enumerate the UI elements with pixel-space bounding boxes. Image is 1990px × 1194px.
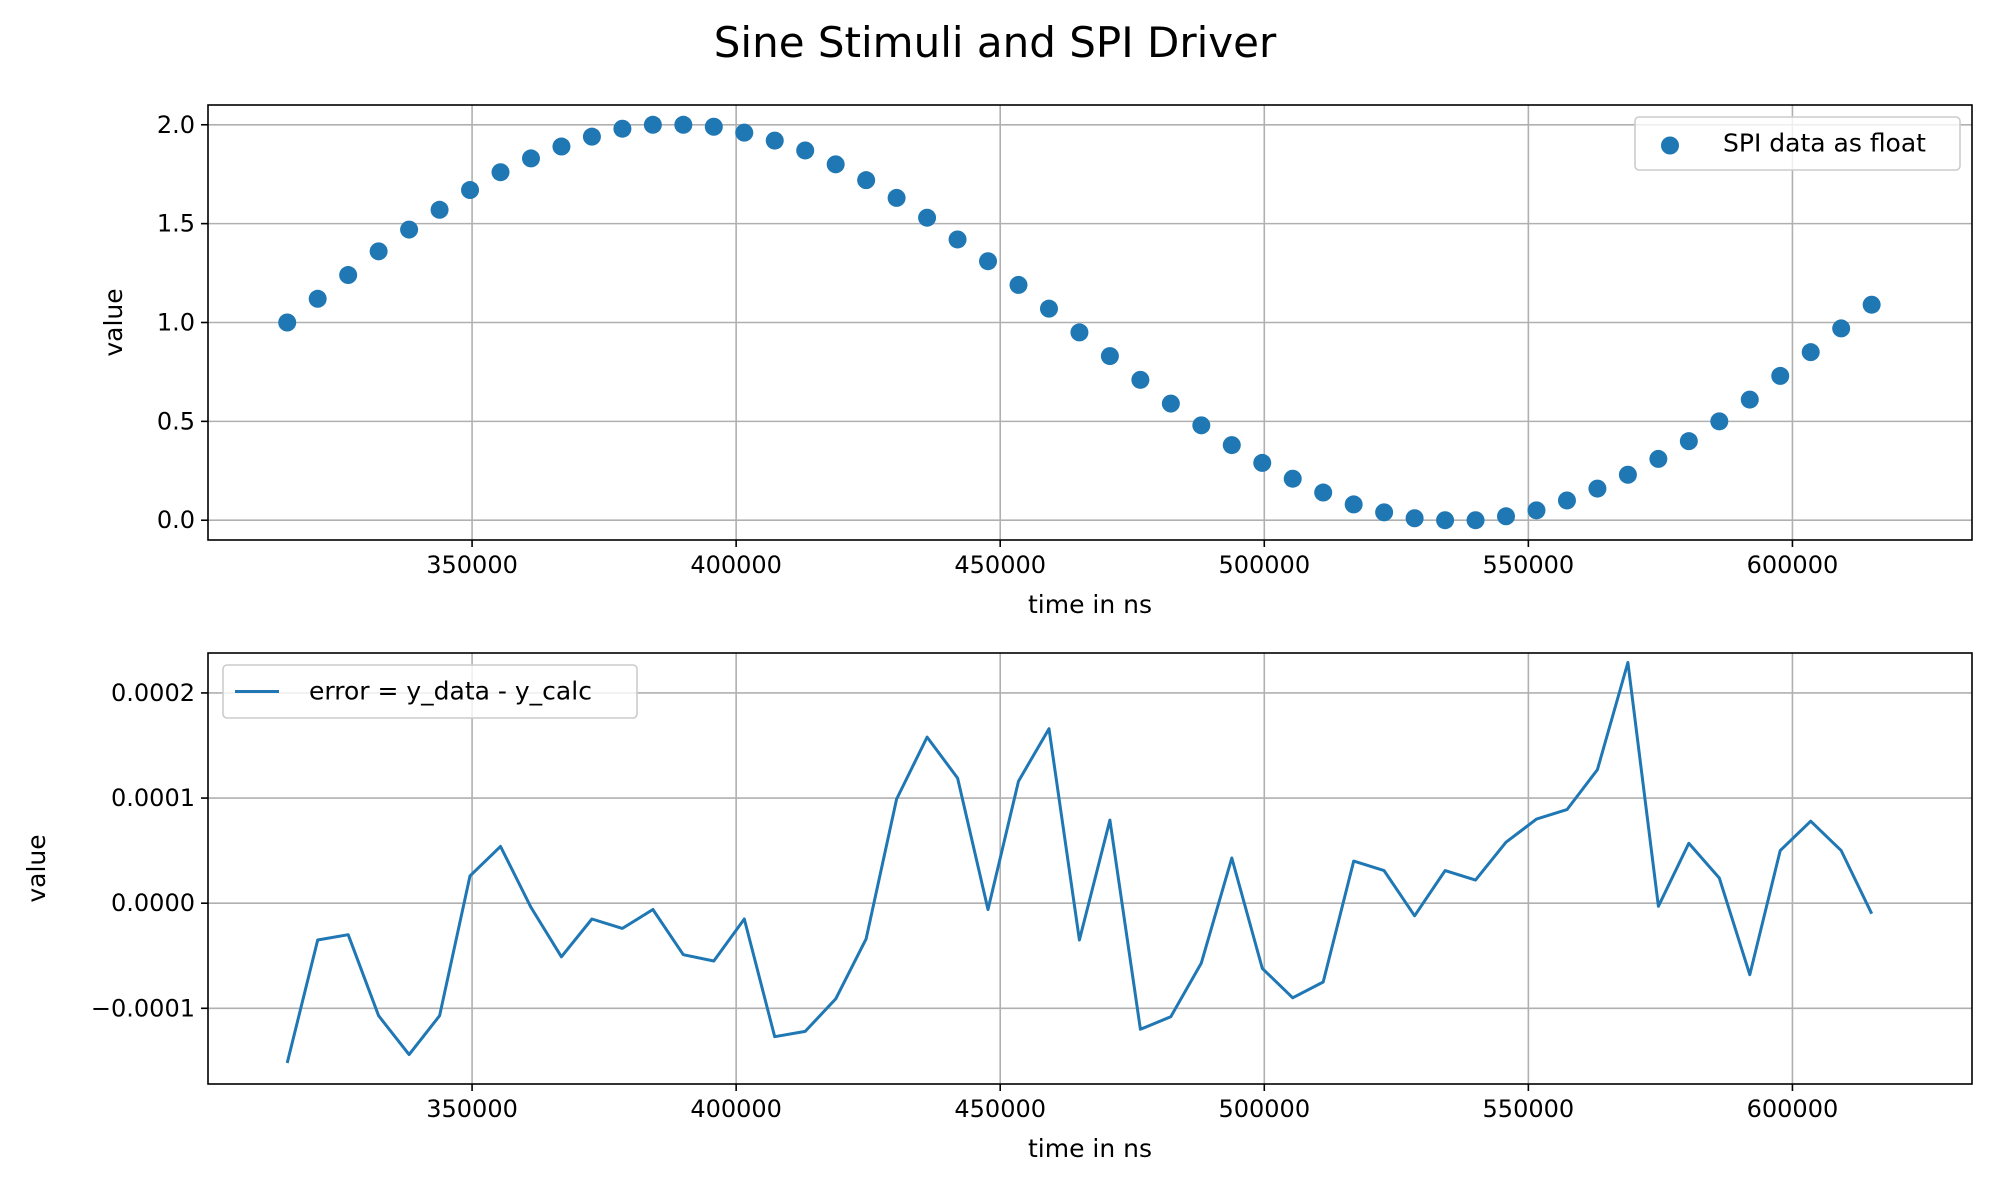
y-tick-label: 0.0000 <box>111 889 195 917</box>
x-tick-label: 350000 <box>426 1095 518 1123</box>
x-tick-label: 500000 <box>1218 551 1310 579</box>
x-tick-label: 500000 <box>1218 1095 1310 1123</box>
scatter-point <box>1283 469 1302 488</box>
scatter-point <box>1161 394 1180 413</box>
x-axis-label: time in ns <box>1028 590 1152 619</box>
scatter-point <box>369 242 388 261</box>
scatter-point <box>1375 503 1394 522</box>
scatter-point <box>826 155 845 174</box>
scatter-point <box>1253 453 1272 472</box>
x-tick-label: 350000 <box>426 551 518 579</box>
scatter-point <box>491 163 510 182</box>
scatter-point <box>1192 416 1211 435</box>
legend: error = y_data - y_calc <box>222 664 638 719</box>
scatter-point <box>278 313 297 332</box>
y-axis-label: value <box>99 288 128 356</box>
x-tick-label: 600000 <box>1747 551 1839 579</box>
legend-box <box>222 664 638 719</box>
scatter-point <box>461 181 480 200</box>
scatter-point <box>521 149 540 168</box>
scatter-point <box>1649 449 1668 468</box>
scatter-point <box>1009 275 1028 294</box>
scatter-point <box>1710 412 1729 431</box>
x-tick-label: 550000 <box>1483 551 1575 579</box>
scatter-point <box>613 119 632 138</box>
bottom-error-line-plot: 350000 400000 450000 500000 550000 600000 −0.0… <box>22 652 1973 1163</box>
scatter-point <box>1557 491 1576 510</box>
scatter-point <box>1070 323 1089 342</box>
scatter-point <box>1314 483 1333 502</box>
x-tick-label: 600000 <box>1747 1095 1839 1123</box>
scatter-point <box>1466 511 1485 530</box>
scatter-point <box>1436 511 1455 530</box>
scatter-point <box>582 127 601 146</box>
y-axis-label: value <box>22 834 51 902</box>
scatter-point <box>1618 465 1637 484</box>
legend-marker <box>1661 136 1679 155</box>
top-scatter-plot: 350000 400000 450000 500000 550000 600000 0.0 0… <box>99 104 1973 619</box>
y-tick-label: 0.0002 <box>111 679 195 707</box>
scatter-point <box>857 171 876 190</box>
x-tick-label: 450000 <box>954 1095 1046 1123</box>
scatter-point <box>674 115 693 134</box>
scatter-point <box>1039 299 1058 318</box>
scatter-point <box>948 230 967 249</box>
x-tick-label: 400000 <box>690 551 782 579</box>
scatter-point <box>1131 370 1150 389</box>
scatter-point <box>887 188 906 207</box>
scatter-point <box>308 289 327 308</box>
scatter-point <box>1679 432 1698 451</box>
scatter-point <box>1527 501 1546 520</box>
error-series-line <box>285 661 1874 1064</box>
x-axis-label: time in ns <box>1028 1134 1152 1163</box>
y-tick-label: 2.0 <box>157 111 195 139</box>
scatter-point <box>796 141 815 160</box>
figure-title: Sine Stimuli and SPI Driver <box>714 18 1277 67</box>
y-tick-label: 0.0001 <box>111 784 195 812</box>
scatter-point <box>400 220 419 239</box>
axes-frame <box>207 652 1973 1085</box>
scatter-point <box>1801 343 1820 362</box>
x-tick-label: 550000 <box>1483 1095 1575 1123</box>
scatter-point <box>1344 495 1363 514</box>
scatter-point <box>1771 366 1790 385</box>
scatter-point <box>1497 507 1516 526</box>
scatter-point <box>1740 390 1759 409</box>
legend-label: SPI data as float <box>1723 129 1926 158</box>
scatter-point <box>918 208 937 227</box>
y-tick-label: 0.5 <box>157 407 195 435</box>
scatter-point <box>1405 509 1424 528</box>
scatter-point <box>1832 319 1851 338</box>
scatter-point <box>979 252 998 271</box>
scatter-point <box>430 200 449 219</box>
scatter-point <box>1222 436 1241 455</box>
y-tick-label: 0.0 <box>157 506 195 534</box>
y-tick-label: 1.0 <box>157 309 195 337</box>
x-tick-label: 450000 <box>954 551 1046 579</box>
scatter-point <box>735 123 754 142</box>
x-tick-label: 400000 <box>690 1095 782 1123</box>
scatter-point <box>1100 347 1119 366</box>
legend-box <box>1634 116 1961 171</box>
scatter-point <box>1588 479 1607 498</box>
y-tick-label: −0.0001 <box>91 994 195 1022</box>
scatter-point <box>643 115 662 134</box>
scatter-point <box>339 266 358 285</box>
scatter-point <box>704 117 723 136</box>
scatter-point <box>552 137 571 156</box>
legend-label: error = y_data - y_calc <box>309 677 592 706</box>
axes-frame <box>207 104 1973 541</box>
scatter-point <box>765 131 784 150</box>
y-tick-label: 1.5 <box>157 210 195 238</box>
legend: SPI data as float <box>1634 116 1961 171</box>
scatter-point <box>1862 295 1881 314</box>
